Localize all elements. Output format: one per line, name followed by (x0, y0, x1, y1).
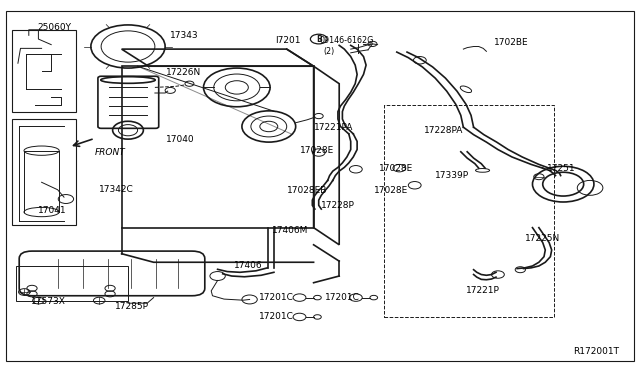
Text: 17201C: 17201C (325, 293, 360, 302)
Text: 17040: 17040 (166, 135, 195, 144)
Text: 17285P: 17285P (115, 302, 149, 311)
Text: 17225N: 17225N (525, 234, 560, 243)
Text: 17221P: 17221P (466, 286, 500, 295)
Text: 17041: 17041 (38, 206, 67, 215)
Text: 17228PA: 17228PA (424, 126, 463, 135)
Text: 17343: 17343 (170, 31, 198, 40)
Bar (384, 105, 554, 317)
Text: 25060Y: 25060Y (37, 23, 71, 32)
Text: 09146-6162G: 09146-6162G (320, 36, 374, 45)
Text: (2): (2) (324, 47, 335, 56)
Bar (12, 30, 76, 112)
Text: 17406: 17406 (234, 262, 262, 270)
Text: 17251: 17251 (547, 164, 576, 173)
Text: R172001T: R172001T (573, 347, 619, 356)
Text: 17028EB: 17028EB (287, 186, 327, 195)
Text: 17342C: 17342C (99, 185, 134, 194)
Text: 17226N: 17226N (166, 68, 202, 77)
Bar (16, 266, 128, 301)
Text: 17028E: 17028E (374, 186, 409, 195)
Text: 17221PA: 17221PA (314, 123, 353, 132)
Text: 17573X: 17573X (31, 297, 65, 306)
Text: 1702BE: 1702BE (494, 38, 529, 47)
Text: 17339P: 17339P (435, 171, 469, 180)
Bar (12, 119, 76, 225)
Text: 17201C: 17201C (259, 312, 294, 321)
Text: 17228P: 17228P (321, 201, 355, 210)
Text: l7201: l7201 (275, 36, 301, 45)
Text: FRONT: FRONT (95, 148, 125, 157)
Text: 17201C: 17201C (259, 293, 294, 302)
Text: 17028E: 17028E (379, 164, 413, 173)
Text: 17028E: 17028E (300, 146, 334, 155)
Text: B: B (316, 35, 321, 44)
Text: 17406M: 17406M (272, 226, 308, 235)
